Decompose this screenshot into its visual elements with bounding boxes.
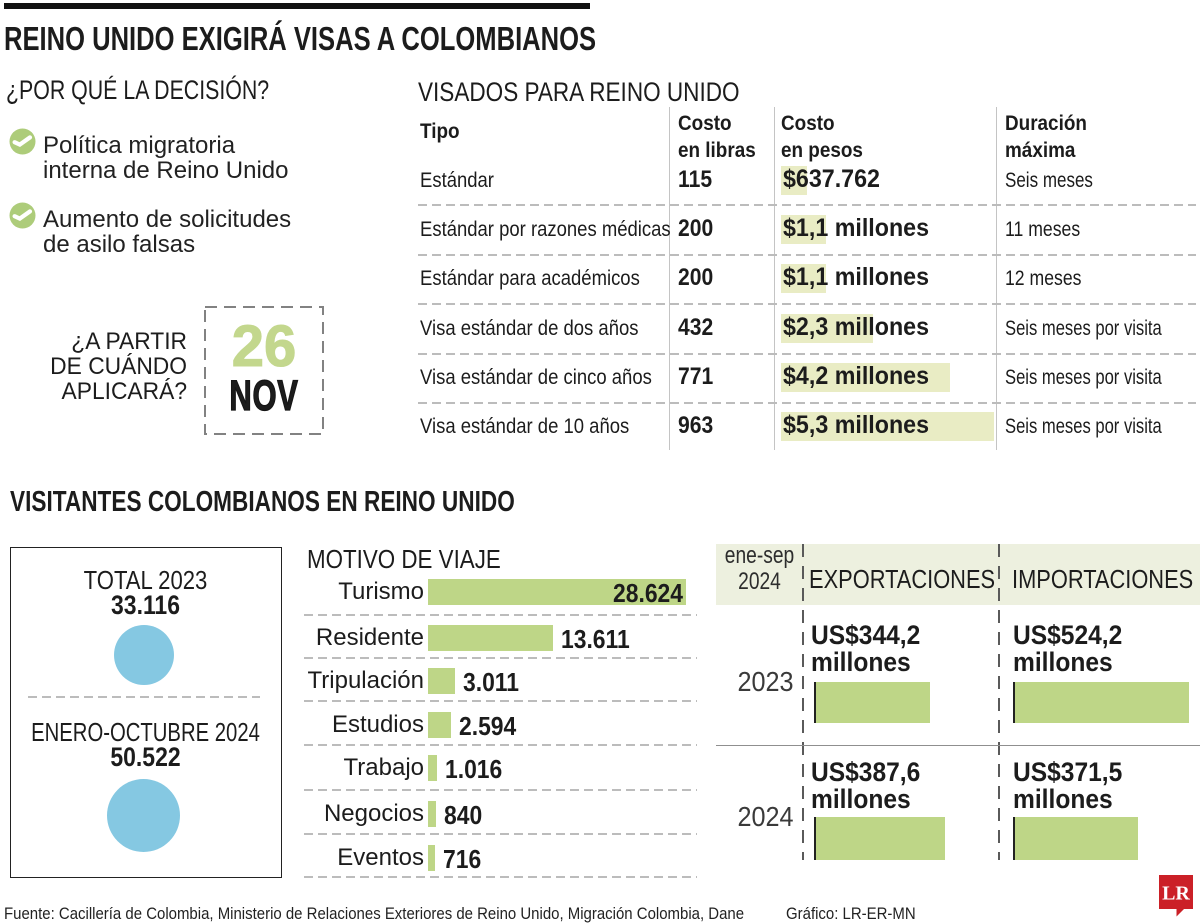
svg-text:LR: LR [1162,883,1190,905]
